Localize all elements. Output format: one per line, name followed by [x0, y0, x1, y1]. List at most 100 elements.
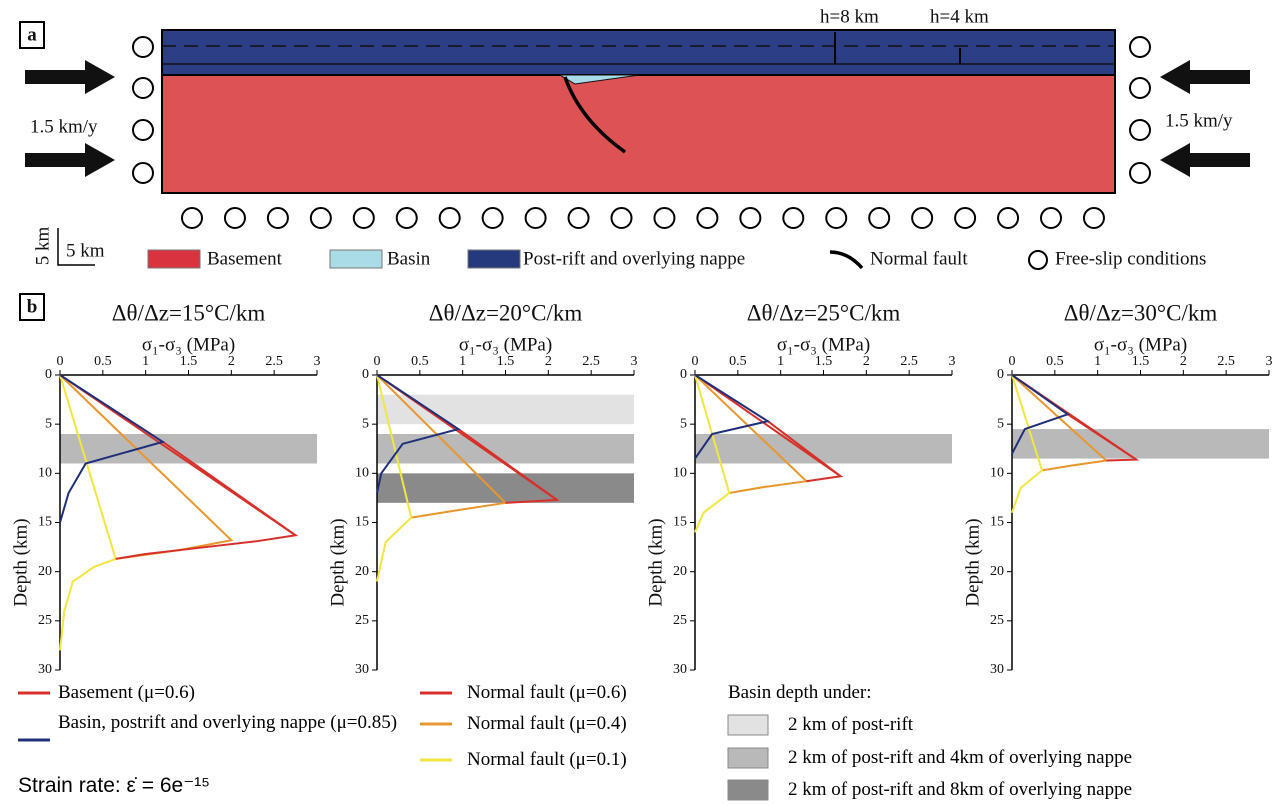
y-tick-label: 20	[355, 564, 369, 579]
legend-item: Normal fault (μ=0.1)	[467, 744, 837, 776]
y-tick-label: 25	[38, 613, 52, 628]
free-slip	[610, 207, 633, 229]
y-tick-label: 10	[673, 466, 687, 481]
x-axis-label: σ₁-σ₃ (MPa)	[459, 334, 552, 355]
stress-curve	[59, 374, 166, 523]
panel-label-box	[19, 293, 45, 321]
y-tick-label: 0	[997, 367, 1004, 382]
free-slip	[653, 207, 676, 229]
free-slip	[782, 207, 805, 229]
y-axis-label: Depth (km)	[327, 518, 348, 606]
legend-text: 2 km of post-rift and 8km of overlying n…	[788, 779, 1133, 800]
free-slip	[1129, 119, 1151, 141]
x-tick-label: 1	[1094, 354, 1101, 369]
legend-swatch	[467, 249, 521, 269]
free-slip	[1129, 36, 1151, 58]
free-slip	[132, 36, 154, 58]
legend-text: Normal fault (μ=0.1)	[467, 749, 627, 770]
stress-curve	[115, 441, 299, 560]
free-slip	[1129, 162, 1151, 184]
x-axis-label: σ₁-σ₃ (MPa)	[777, 334, 870, 355]
free-slip	[352, 207, 375, 229]
x-tick-label: 2	[228, 354, 235, 369]
legend-text: Basement	[207, 248, 283, 269]
x-tick-label: 2.5	[1217, 354, 1235, 369]
x-tick-label: 3	[1266, 354, 1273, 369]
y-tick-label: 5	[45, 416, 52, 431]
legend-swatch	[727, 714, 769, 736]
x-tick-label: 1.5	[1132, 354, 1150, 369]
legend-swatch	[727, 747, 769, 769]
basement-block	[161, 74, 1116, 194]
legend-fault	[829, 250, 864, 270]
x-tick-label: 2	[863, 354, 870, 369]
y-tick-label: 20	[990, 564, 1004, 579]
stress-curve	[694, 374, 809, 494]
basin-band	[695, 434, 952, 464]
y-tick-label: 15	[673, 515, 687, 530]
x-tick-label: 2.5	[582, 354, 600, 369]
x-tick-label: 2.5	[265, 354, 283, 369]
free-slip	[395, 207, 418, 229]
y-tick-label: 30	[38, 662, 52, 677]
legend-text: Normal fault	[870, 248, 968, 269]
y-tick-label: 25	[355, 613, 369, 628]
x-tick-label: 1	[142, 354, 149, 369]
y-axis-label: Depth (km)	[645, 518, 666, 606]
stress-curve	[59, 374, 234, 560]
legend-text: 2 km of post-rift and 4km of overlying n…	[788, 747, 1133, 768]
normal-fault	[563, 76, 627, 154]
y-axis-label: Depth (km)	[10, 518, 31, 606]
free-slip	[223, 207, 246, 229]
velocity-label: 1.5 km/y	[1165, 110, 1233, 131]
legend-item: Normal fault (μ=0.6)	[467, 677, 837, 709]
stress-curve	[1011, 374, 1070, 455]
free-slip	[997, 207, 1020, 229]
y-tick-label: 0	[680, 367, 687, 382]
y-tick-label: 20	[38, 564, 52, 579]
x-tick-label: 2	[1180, 354, 1187, 369]
x-tick-label: 1.5	[180, 354, 198, 369]
stress-curve	[376, 374, 461, 494]
free-slip	[524, 207, 547, 229]
y-tick-label: 20	[673, 564, 687, 579]
free-slip	[132, 77, 154, 99]
free-slip	[481, 207, 504, 229]
push-arrow	[1160, 143, 1250, 177]
legend-text: Normal fault (μ=0.4)	[467, 713, 627, 734]
h-label: h=4 km	[930, 6, 989, 27]
x-tick-label: 0	[374, 354, 381, 369]
free-slip	[1082, 207, 1105, 229]
stress-curve	[767, 420, 844, 483]
stress-curve	[1011, 374, 1044, 513]
y-tick-label: 30	[990, 662, 1004, 677]
free-slip	[438, 207, 461, 229]
y-tick-label: 15	[38, 515, 52, 530]
scale-bar	[57, 228, 95, 266]
x-tick-label: 1	[777, 354, 784, 369]
strain-rate: Strain rate: ε̇ = 6e⁻¹⁵	[18, 774, 210, 797]
x-tick-label: 3	[949, 354, 956, 369]
x-tick-label: 0.5	[729, 354, 747, 369]
scale-label: 5 km	[32, 227, 53, 266]
h-label: h=8 km	[820, 6, 879, 27]
chart-title: Δθ/Δz=25°C/km	[747, 300, 901, 325]
x-tick-label: 2.5	[900, 354, 918, 369]
chart-title: Δθ/Δz=15°C/km	[112, 300, 266, 325]
free-slip	[868, 207, 891, 229]
free-slip	[825, 207, 848, 229]
stress-curve	[59, 374, 117, 651]
legend-item: Basin, postrift and overlying nappe (μ=0…	[58, 708, 418, 738]
basin-legend-title: Basin depth under:	[728, 682, 872, 703]
free-slip	[132, 162, 154, 184]
basin-band	[377, 394, 634, 425]
legend-text: Free-slip conditions	[1055, 248, 1206, 269]
legend-text: Basin	[387, 248, 431, 269]
y-tick-label: 25	[673, 613, 687, 628]
chart-title: Δθ/Δz=20°C/km	[429, 300, 583, 325]
x-axis-label: σ₁-σ₃ (MPa)	[1094, 334, 1187, 355]
stress-curve	[694, 374, 771, 460]
free-slip	[1129, 77, 1151, 99]
